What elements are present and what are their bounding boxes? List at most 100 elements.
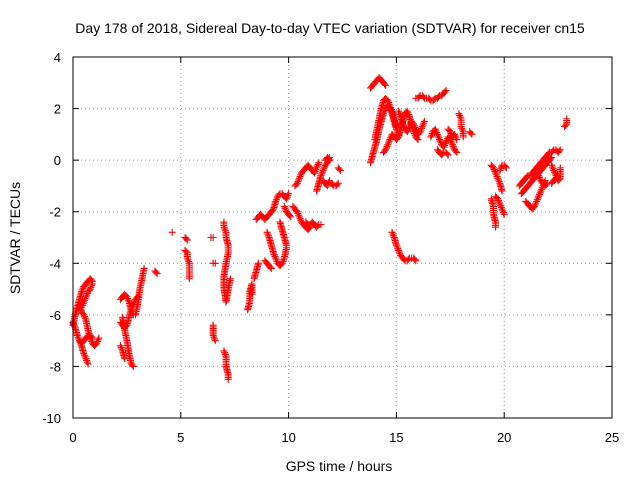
data-point [209, 331, 217, 339]
data-point [399, 120, 407, 128]
data-point [532, 199, 540, 207]
data-point [314, 222, 322, 230]
data-point [533, 197, 541, 205]
data-point [494, 195, 502, 203]
data-point [279, 258, 287, 266]
data-point [182, 235, 190, 243]
data-point [456, 111, 464, 119]
data-point [211, 337, 219, 345]
y-tick-label: -8 [49, 359, 61, 374]
data-point [447, 137, 455, 145]
data-point [271, 252, 279, 260]
data-point [384, 141, 392, 149]
data-point [280, 203, 288, 211]
data-point [263, 228, 271, 236]
data-point [184, 256, 192, 264]
data-point [284, 191, 292, 199]
data-point [433, 129, 441, 137]
data-point [531, 201, 539, 209]
data-point [433, 130, 441, 138]
data-point [562, 121, 570, 129]
data-point [313, 164, 321, 172]
data-point [128, 304, 136, 312]
data-point [310, 169, 318, 177]
data-point [73, 331, 81, 339]
data-point [467, 129, 475, 137]
data-point [395, 246, 403, 254]
data-point [80, 351, 88, 359]
y-tick-label: 4 [54, 50, 61, 65]
x-tick-label: 10 [281, 430, 295, 445]
data-point [127, 306, 135, 314]
data-point [318, 168, 326, 176]
data-point [430, 96, 438, 104]
data-point [502, 164, 510, 172]
data-point [498, 187, 506, 195]
data-point [403, 107, 411, 115]
x-tick-label: 15 [389, 430, 403, 445]
data-point [404, 255, 412, 263]
data-point [494, 174, 502, 182]
data-point [326, 156, 334, 164]
data-point [382, 146, 390, 154]
data-point [492, 171, 500, 179]
x-tick-label: 20 [497, 430, 511, 445]
data-point [382, 144, 390, 152]
data-point [395, 248, 403, 256]
data-point [317, 221, 325, 229]
data-point [388, 228, 396, 236]
data-point [434, 93, 442, 101]
data-point [78, 301, 86, 309]
data-point [282, 241, 290, 249]
y-tick-label: -4 [49, 256, 61, 271]
data-point [272, 256, 280, 264]
data-point [226, 275, 234, 283]
data-point [419, 93, 427, 101]
data-point [544, 150, 552, 158]
data-point [382, 81, 390, 89]
data-point [84, 360, 92, 368]
data-point [498, 205, 506, 213]
data-point [417, 126, 425, 134]
data-point [555, 147, 563, 155]
data-point [395, 109, 403, 117]
data-point [394, 245, 402, 253]
data-point [386, 102, 394, 110]
data-point [412, 125, 420, 133]
data-point [334, 179, 342, 187]
data-point [152, 268, 160, 276]
data-point [496, 166, 504, 174]
data-point [385, 100, 393, 108]
data-point [86, 285, 94, 293]
data-point [411, 123, 419, 131]
data-point [285, 190, 293, 198]
data-point [80, 313, 88, 321]
data-point [81, 295, 89, 303]
data-point [404, 126, 412, 134]
data-point [535, 172, 543, 180]
data-point [87, 283, 95, 291]
data-point [88, 282, 96, 290]
data-point [396, 111, 404, 119]
data-point [530, 203, 538, 211]
data-point [448, 139, 456, 147]
data-point [550, 166, 558, 174]
data-point [404, 109, 412, 117]
data-point [384, 97, 392, 105]
data-point [458, 124, 466, 132]
data-point [387, 105, 395, 113]
data-point [386, 136, 394, 144]
data-point [93, 339, 101, 347]
data-point [78, 286, 86, 294]
data-point [384, 139, 392, 147]
data-point [390, 232, 398, 240]
data-point [80, 296, 88, 304]
data-point [446, 128, 454, 136]
data-point [87, 333, 95, 341]
data-point [335, 165, 343, 173]
data-point [185, 258, 193, 266]
data-point [267, 264, 275, 272]
data-point [209, 234, 217, 241]
data-point [281, 204, 289, 212]
